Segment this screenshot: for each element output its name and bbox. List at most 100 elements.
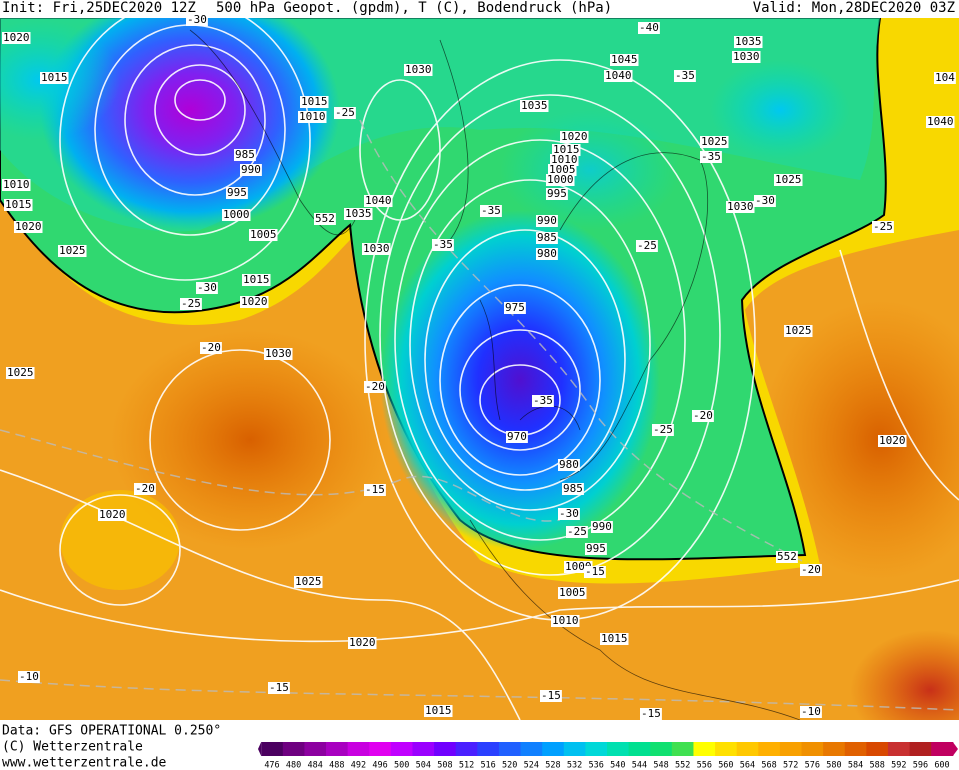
temperature-label-box — [180, 298, 202, 310]
colorbar-swatch — [434, 742, 457, 756]
colorbar-swatch — [779, 742, 803, 756]
geopotential-label-box — [314, 213, 336, 225]
isobar-label: 1035 — [521, 99, 548, 112]
isobar-label-box — [926, 116, 955, 128]
colorbar-swatch — [369, 742, 392, 756]
isobar-label: 1010 — [551, 153, 578, 166]
isobar-label-box — [344, 208, 373, 220]
colorbar-label: 588 — [869, 761, 884, 770]
isobar-label-box — [242, 274, 271, 286]
isobar-label: 995 — [547, 187, 567, 200]
colorbar-label: 548 — [653, 761, 668, 770]
isobar-label: 990 — [592, 520, 612, 533]
isobar-label: 1030 — [727, 200, 754, 213]
isobar-label-box — [364, 195, 393, 207]
colorbar-swatch — [477, 742, 500, 756]
temperature-label-box — [636, 240, 658, 252]
colorbar-label: 564 — [740, 761, 755, 770]
isobar-label: 1040 — [365, 194, 392, 207]
colorbar-label: 512 — [459, 761, 474, 770]
geopotential-label-box — [776, 551, 798, 563]
isobar-label: 1030 — [265, 347, 292, 360]
isobar-label: 1015 — [425, 704, 452, 717]
isobar-label: 1010 — [552, 614, 579, 627]
temperature-label: -15 — [269, 681, 289, 694]
colorbar-swatch — [671, 742, 694, 756]
isobar-label: 1015 — [243, 273, 270, 286]
contour-labels: 1020101510301015101010351045104010351030… — [2, 13, 956, 720]
colorbar-swatch — [585, 742, 608, 756]
isobar-label-box — [506, 431, 528, 443]
temperature-label: -20 — [135, 482, 155, 495]
temperature-label-box — [480, 205, 502, 217]
temperature-label-box — [584, 566, 606, 578]
website: www.wetterzentrale.de — [2, 756, 167, 770]
isobar-label-box — [98, 509, 127, 521]
isobar-label: 985 — [235, 148, 255, 161]
colorbar-label: 524 — [524, 761, 539, 770]
isobar-label-box — [14, 221, 43, 233]
colorbar-label: 480 — [286, 761, 301, 770]
isobar-label: 980 — [537, 247, 557, 260]
isobar-label-box — [552, 144, 581, 156]
temperature-label-box — [674, 70, 696, 82]
isobar-label: 1015 — [301, 95, 328, 108]
colorbar-label: 532 — [567, 761, 582, 770]
isobar-label: 1005 — [549, 163, 576, 176]
isobar-label-box — [504, 302, 526, 314]
isobar-label-box — [585, 543, 607, 555]
colorbar-swatch — [261, 742, 284, 756]
isobar-label: 1020 — [15, 220, 42, 233]
isobar-label: 1035 — [345, 207, 372, 220]
colorbar-end — [258, 742, 262, 756]
isobar-label-box — [2, 32, 31, 44]
colorbar-swatch — [563, 742, 586, 756]
isobar-label-box — [240, 296, 269, 308]
isobar-label: 1020 — [879, 434, 906, 447]
isobar-label: 1015 — [601, 632, 628, 645]
isobar-label-box — [424, 705, 453, 717]
temperature-label: -25 — [335, 106, 355, 119]
temperature-label-box — [196, 282, 218, 294]
colorbar-swatch — [412, 742, 435, 756]
isobar-label-box — [604, 70, 633, 82]
valid-time: Valid: Mon,28DEC2020 03Z — [753, 0, 955, 16]
colorbar-swatch — [390, 742, 413, 756]
isobar-label: 975 — [505, 301, 525, 314]
isobar-label-box — [558, 459, 580, 471]
isobar-label-box — [562, 483, 584, 495]
isobar-label-box — [348, 637, 377, 649]
colorbar-swatch — [866, 742, 889, 756]
isobar-label: 1005 — [250, 228, 277, 241]
temperature-label: -35 — [533, 394, 553, 407]
temperature-label: -30 — [755, 194, 775, 207]
isobar-label-box — [726, 201, 755, 213]
isobar-label: 1040 — [605, 69, 632, 82]
isobar-label-box — [234, 149, 256, 161]
colorbar-label: 580 — [826, 761, 841, 770]
colorbar-label: 488 — [329, 761, 344, 770]
isobar-label-box — [362, 243, 391, 255]
isobar-label-box — [732, 51, 761, 63]
isobar-label: 1015 — [41, 71, 68, 84]
isobar-label: 1020 — [3, 31, 30, 44]
colorbar-label: 528 — [545, 761, 560, 770]
isobar-label: 104 — [935, 71, 955, 84]
isobar-label: 1025 — [775, 173, 802, 186]
temperature-label-box — [134, 483, 156, 495]
isobar-label-box — [546, 188, 568, 200]
colorbar-swatch — [650, 742, 673, 756]
geopotential-label: 552 — [777, 550, 797, 563]
isobar-label-box — [734, 36, 763, 48]
colorbar-swatch — [347, 742, 370, 756]
colorbar-label: 600 — [934, 761, 949, 770]
isobar-label-box — [591, 521, 613, 533]
isobar-label-box — [878, 435, 907, 447]
colorbar-label: 504 — [416, 761, 431, 770]
temperature-label-box — [18, 671, 40, 683]
temperature-label: -30 — [187, 13, 207, 26]
colorbar-swatch — [455, 742, 478, 756]
colorbar-label: 496 — [372, 761, 387, 770]
colorbar-swatch — [931, 742, 954, 756]
